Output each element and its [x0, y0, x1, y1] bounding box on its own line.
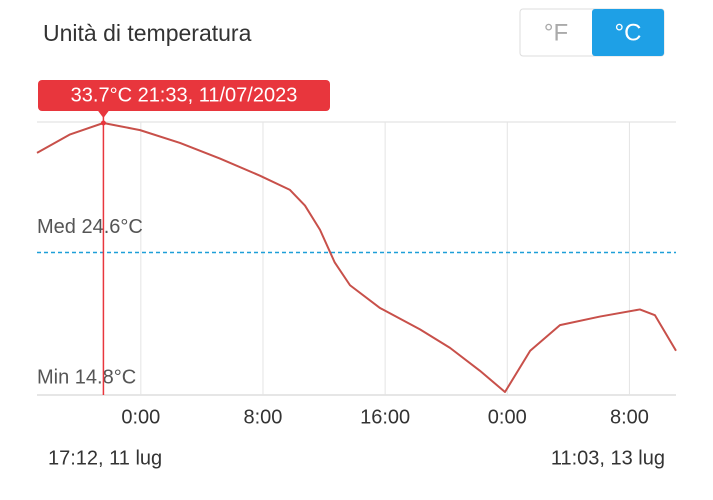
x-tick-label: 0:00	[488, 406, 527, 428]
tooltip-box	[38, 80, 330, 111]
title: Unità di temperatura	[43, 20, 252, 46]
unit-c[interactable]: °C	[615, 19, 642, 46]
average-label: Med 24.6°C	[37, 216, 143, 238]
x-tick-label: 8:00	[610, 406, 649, 428]
tooltip-point	[100, 120, 106, 126]
start-label: 17:12, 11 lug	[48, 447, 162, 469]
minimum-label: Min 14.8°C	[37, 366, 136, 388]
unit-selected	[592, 9, 664, 56]
tooltip-label: 33.7°C 21:33, 11/07/2023	[71, 84, 298, 106]
x-tick-label: 8:00	[244, 406, 283, 428]
temperature-line	[36, 122, 677, 393]
tooltip-pointer	[97, 110, 110, 118]
unit-f[interactable]: °F	[544, 19, 568, 46]
end-label: 11:03, 13 lug	[551, 447, 665, 469]
x-tick-label: 16:00	[360, 406, 410, 428]
x-tick-label: 0:00	[121, 406, 160, 428]
